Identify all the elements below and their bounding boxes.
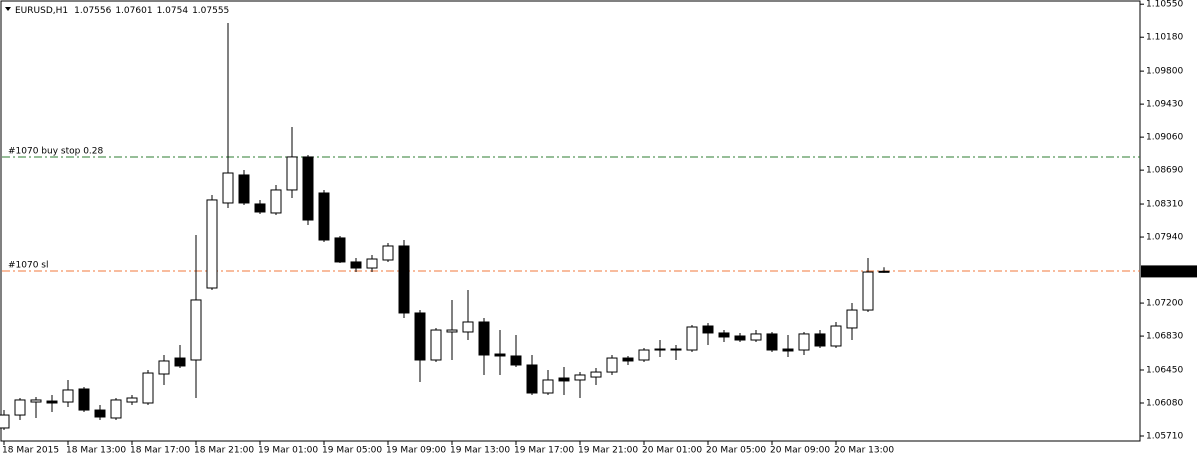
candle-body <box>110 399 122 419</box>
candle-body <box>366 258 378 269</box>
y-tick-label: 1.09060 <box>1146 133 1183 143</box>
candle-body <box>78 388 90 411</box>
candle-body <box>510 355 522 366</box>
current-price-label: 1.07555 <box>1146 267 1183 277</box>
x-tick-label: 19 Mar 05:00 <box>322 446 382 456</box>
candle-body <box>126 397 138 403</box>
y-tick-label: 1.10180 <box>1146 33 1183 43</box>
plot-frame <box>0 0 1141 442</box>
x-tick-label: 20 Mar 01:00 <box>642 446 702 456</box>
candle-body <box>862 271 874 311</box>
x-tick-label: 19 Mar 01:00 <box>258 446 318 456</box>
open-value: 1.07556 <box>74 6 111 16</box>
y-tick-label: 1.07200 <box>1146 299 1183 309</box>
x-tick-label: 20 Mar 05:00 <box>706 446 766 456</box>
candle-body <box>398 245 410 314</box>
x-tick-label: 18 Mar 13:00 <box>66 446 126 456</box>
candle-body <box>334 237 346 263</box>
menu-arrow <box>5 7 11 11</box>
candle-body <box>814 333 826 347</box>
candle-body <box>30 399 42 403</box>
candle-body <box>606 357 618 373</box>
candle-body <box>222 172 234 204</box>
x-tick-label: 19 Mar 21:00 <box>578 446 638 456</box>
candle-body <box>846 309 858 329</box>
y-tick-label: 1.08690 <box>1146 166 1183 176</box>
level-label: #1070 buy stop 0.28 <box>8 146 104 156</box>
candle-body <box>542 379 554 394</box>
x-tick-label: 18 Mar 21:00 <box>194 446 254 456</box>
current-price-box <box>1141 265 1197 278</box>
candle-body <box>718 332 730 338</box>
candle-body <box>446 329 458 333</box>
x-tick-label: 18 Mar 17:00 <box>130 446 190 456</box>
y-tick-label: 1.06450 <box>1146 365 1183 375</box>
x-tick-label: 19 Mar 17:00 <box>514 446 574 456</box>
candle-body <box>46 400 58 404</box>
candle-body <box>830 325 842 347</box>
candle-body <box>190 299 202 361</box>
candle-body <box>430 329 442 361</box>
x-tick-label: 20 Mar 13:00 <box>834 446 894 456</box>
candle-body <box>142 372 154 404</box>
x-tick-label: 19 Mar 13:00 <box>450 446 510 456</box>
candle-body <box>414 312 426 361</box>
candle-body <box>622 357 634 362</box>
chart-title: EURUSD,H1 1.07556 1.07601 1.0754 1.07555 <box>15 6 229 16</box>
symbol: EURUSD,H1 <box>15 6 68 16</box>
high-value: 1.07601 <box>115 6 152 16</box>
x-tick-label: 19 Mar 09:00 <box>386 446 446 456</box>
candle-body <box>174 357 186 367</box>
y-tick-label: 1.08310 <box>1146 200 1183 210</box>
level-label: #1070 sl <box>8 260 49 270</box>
candle-body <box>798 333 810 351</box>
candle-body <box>670 348 682 351</box>
y-tick-label: 1.07940 <box>1146 233 1183 243</box>
close-value: 1.07555 <box>192 6 229 16</box>
candle-body <box>878 270 890 273</box>
candle-body <box>686 326 698 351</box>
y-tick-label: 1.10550 <box>1146 0 1183 10</box>
y-tick-label: 1.06080 <box>1146 398 1183 408</box>
y-tick-label: 1.06830 <box>1146 332 1183 342</box>
candle-body <box>350 261 362 269</box>
low-value: 1.0754 <box>157 6 189 16</box>
candle-body <box>574 374 586 381</box>
y-tick-label: 1.09430 <box>1146 100 1183 110</box>
candle-body <box>318 192 330 241</box>
y-tick-label: 1.09800 <box>1146 67 1183 77</box>
candle-body <box>750 333 762 341</box>
candle-body <box>494 353 506 357</box>
candle-body <box>158 360 170 375</box>
candle-body <box>302 156 314 221</box>
x-tick-label: 20 Mar 09:00 <box>770 446 830 456</box>
candle-body <box>654 348 666 351</box>
candle-body <box>206 199 218 289</box>
candle-body <box>590 371 602 378</box>
candle-body <box>478 321 490 356</box>
candle-body <box>0 414 10 429</box>
candle-body <box>782 348 794 352</box>
candle-body <box>382 245 394 261</box>
candle-body <box>558 377 570 382</box>
candle-body <box>62 389 74 403</box>
candle-body <box>94 409 106 418</box>
candle-body <box>286 156 298 191</box>
candle-body <box>638 349 650 361</box>
candle-body <box>238 174 250 204</box>
candle-body <box>526 364 538 394</box>
candle-body <box>734 335 746 341</box>
candle-body <box>702 325 714 334</box>
y-tick-label: 1.05710 <box>1146 432 1183 442</box>
candle-body <box>14 399 26 416</box>
candle-body <box>270 189 282 214</box>
candle-body <box>462 321 474 333</box>
candle-body <box>766 333 778 351</box>
candle-body <box>254 203 266 213</box>
x-tick-label: 18 Mar 2015 <box>2 446 59 456</box>
